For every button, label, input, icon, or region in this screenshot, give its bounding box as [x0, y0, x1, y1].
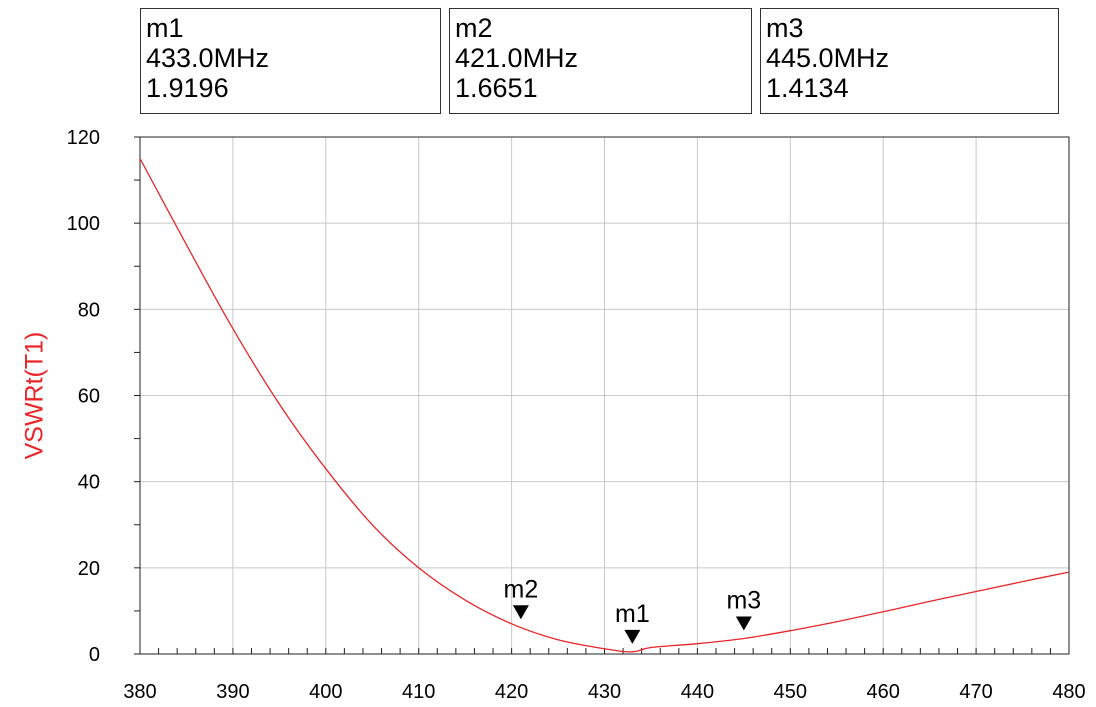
marker-value: 1.4134 [766, 73, 849, 103]
marker-name: m3 [766, 13, 804, 43]
y-tick-label: 60 [78, 386, 100, 408]
y-tick-label: 0 [89, 644, 100, 666]
marker-name: m1 [146, 13, 184, 43]
marker-points: m1 m2 m3 [504, 575, 761, 644]
marker-readout-m2: m2 421.0MHz 1.6651 [449, 8, 752, 114]
y-tick-label: 80 [78, 299, 100, 321]
marker-readout-m1: m1 433.0MHz 1.9196 [140, 8, 441, 114]
grid [139, 136, 1070, 655]
marker-name: m2 [455, 13, 493, 43]
marker-m3-triangle [735, 616, 752, 631]
marker-frequency: 421.0MHz [455, 43, 579, 73]
x-tick-label: 420 [495, 681, 528, 703]
marker-m2-label: m2 [504, 575, 539, 603]
marker-readout-m3: m3 445.0MHz 1.4134 [760, 8, 1059, 114]
x-tick-label: 430 [588, 681, 621, 703]
x-tick-label: 470 [959, 681, 992, 703]
x-tick-label: 480 [1052, 681, 1085, 703]
x-tick-label: 460 [867, 681, 900, 703]
x-tick-label: 410 [402, 681, 435, 703]
y-tick-label: 100 [67, 213, 100, 235]
x-tick-label: 380 [123, 681, 156, 703]
marker-frequency: 445.0MHz [766, 43, 890, 73]
y-axis-label: VSWRt(T1) [21, 332, 49, 460]
x-tick-label: 400 [309, 681, 342, 703]
y-tick-label: 120 [67, 127, 100, 149]
marker-frequency: 433.0MHz [146, 43, 270, 73]
marker-m3-label: m3 [726, 586, 761, 614]
marker-m1-label: m1 [615, 600, 650, 628]
minor-ticks [134, 136, 1070, 655]
marker-m1-triangle [624, 629, 641, 644]
marker-m2-triangle [512, 605, 529, 620]
vswr-series-line [139, 158, 1070, 653]
x-tick-label: 450 [774, 681, 807, 703]
plot-frame [139, 136, 1070, 655]
y-tick-label: 20 [78, 558, 100, 580]
y-tick-labels: 0 20 40 60 80 100 120 [67, 127, 100, 666]
x-tick-label: 440 [681, 681, 714, 703]
x-tick-labels: 380 390 400 410 420 430 440 450 460 470 480 [123, 681, 1085, 703]
x-tick-label: 390 [216, 681, 249, 703]
marker-value: 1.9196 [146, 73, 229, 103]
marker-value: 1.6651 [455, 73, 538, 103]
y-tick-label: 40 [78, 472, 100, 494]
